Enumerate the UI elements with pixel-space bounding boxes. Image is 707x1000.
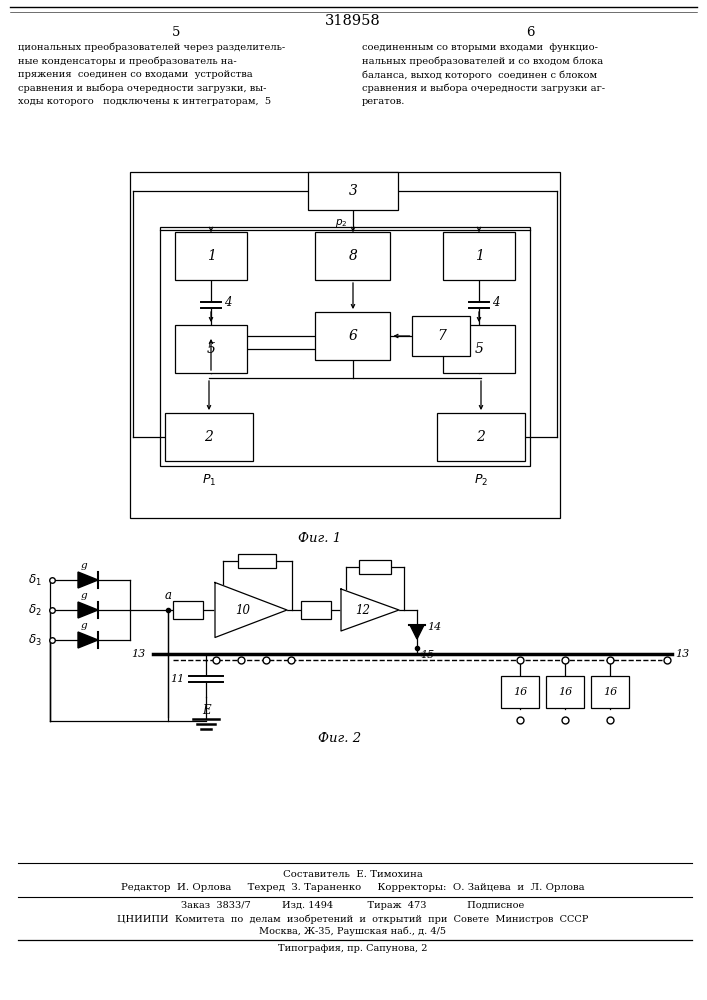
Text: ходы которого   подключены к интеграторам,  5: ходы которого подключены к интеграторам,… [18,97,271,106]
Text: 13: 13 [131,649,145,659]
Bar [175,325,247,373]
Text: регатов.: регатов. [362,97,405,106]
Bar [175,232,247,280]
Bar [165,413,253,461]
Text: E: E [201,704,210,717]
Text: 5: 5 [172,26,180,39]
Text: 318958: 318958 [325,14,381,28]
Text: 15: 15 [420,650,434,660]
Bar [412,316,470,356]
Text: Составитель  Е. Тимохина: Составитель Е. Тимохина [283,870,423,879]
Text: 16: 16 [603,687,617,697]
Bar [315,312,390,360]
Text: сравнения и выбора очередности загрузки, вы-: сравнения и выбора очередности загрузки,… [18,84,267,93]
Bar [315,232,390,280]
Bar [173,601,203,619]
Text: Заказ  3833/7          Изд. 1494           Тираж  473             Подписное: Заказ 3833/7 Изд. 1494 Тираж 473 Подписн… [182,901,525,910]
Text: 1: 1 [474,249,484,263]
Text: g: g [81,621,87,630]
Text: ЦНИИПИ  Комитета  по  делам  изобретений  и  открытий  при  Совете  Министров  С: ЦНИИПИ Комитета по делам изобретений и о… [117,914,589,924]
Text: Москва, Ж-35, Раушская наб., д. 4/5: Москва, Ж-35, Раушская наб., д. 4/5 [259,927,447,936]
Text: 2: 2 [477,430,486,444]
Text: 5: 5 [206,342,216,356]
Text: g: g [81,591,87,600]
Bar [130,172,560,518]
Bar [591,676,629,708]
Bar [443,325,515,373]
Text: Типография, пр. Сапунова, 2: Типография, пр. Сапунова, 2 [279,944,428,953]
Text: 1: 1 [206,249,216,263]
Text: 6: 6 [349,329,358,343]
Text: 7: 7 [437,329,446,343]
Text: $P_1$: $P_1$ [202,473,216,488]
Text: Редактор  И. Орлова     Техред  З. Тараненко     Корректоры:  О. Зайцева  и  Л. : Редактор И. Орлова Техред З. Тараненко К… [121,883,585,892]
Text: $\delta_1$: $\delta_1$ [28,572,42,588]
Text: 11: 11 [170,674,184,684]
Text: Фиг. 2: Фиг. 2 [318,732,361,744]
Bar [443,232,515,280]
Text: нальных преобразователей и со входом блока: нальных преобразователей и со входом бло… [362,56,603,66]
Text: $\delta_2$: $\delta_2$ [28,602,42,618]
Text: 12: 12 [356,603,370,616]
Text: пряжения  соединен со входами  устройства: пряжения соединен со входами устройства [18,70,252,79]
Text: баланса, выход которого  соединен с блоком: баланса, выход которого соединен с блоко… [362,70,597,80]
Text: $\delta_3$: $\delta_3$ [28,632,42,648]
Text: 8: 8 [349,249,358,263]
Bar [238,554,276,568]
Text: 3: 3 [349,184,358,198]
Text: g: g [81,561,87,570]
Text: a: a [165,589,172,602]
Text: 16: 16 [558,687,572,697]
Bar [308,172,398,210]
Polygon shape [410,625,424,639]
Text: циональных преобразователей через разделитель-: циональных преобразователей через раздел… [18,43,285,52]
Bar [301,601,331,619]
Bar [160,227,530,466]
Polygon shape [78,602,98,618]
Polygon shape [215,582,287,638]
Text: 6: 6 [526,26,534,39]
Text: ные конденсаторы и преобразователь на-: ные конденсаторы и преобразователь на- [18,56,237,66]
Text: 10: 10 [235,603,250,616]
Text: сравнения и выбора очередности загрузки аг-: сравнения и выбора очередности загрузки … [362,84,605,93]
Text: 13: 13 [675,649,689,659]
Polygon shape [78,632,98,648]
Polygon shape [78,572,98,588]
Bar [501,676,539,708]
Text: 4: 4 [492,296,500,310]
Text: Фиг. 1: Фиг. 1 [298,532,341,544]
Bar [359,560,391,574]
Text: соединенным со вторыми входами  функцио-: соединенным со вторыми входами функцио- [362,43,598,52]
Text: 4: 4 [224,296,231,310]
Text: 2: 2 [204,430,214,444]
Text: 14: 14 [427,622,441,632]
Polygon shape [341,589,399,631]
Bar [546,676,584,708]
Text: $p_2$: $p_2$ [334,217,347,229]
Bar [437,413,525,461]
Text: $P_2$: $P_2$ [474,473,488,488]
Text: 5: 5 [474,342,484,356]
Text: 16: 16 [513,687,527,697]
